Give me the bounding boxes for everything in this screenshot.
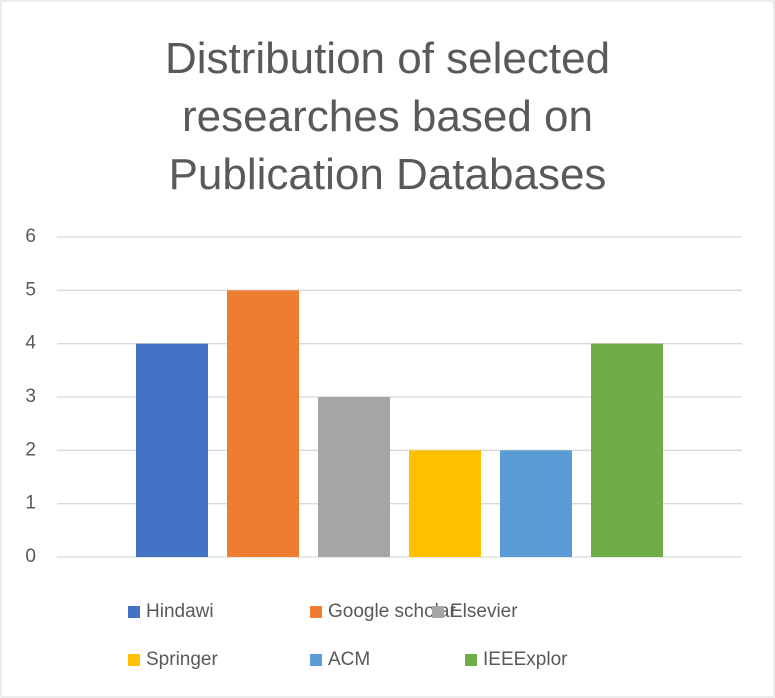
- y-tick-label: 6: [25, 226, 36, 247]
- y-tick-label: 0: [25, 546, 36, 567]
- legend-label: ACM: [328, 649, 370, 670]
- bar: [500, 450, 572, 557]
- legend-label: Elsevier: [450, 601, 518, 622]
- legend-label: Springer: [146, 649, 218, 670]
- y-tick-label: 1: [25, 493, 36, 514]
- legend-swatch: [310, 654, 322, 666]
- legend-label: IEEExplor: [483, 649, 568, 670]
- bar: [136, 343, 208, 557]
- legend-swatch: [310, 606, 322, 618]
- bar: [409, 450, 481, 557]
- y-tick-label: 5: [25, 279, 36, 300]
- legend-swatch: [432, 606, 444, 618]
- bar: [227, 290, 299, 557]
- bar: [318, 397, 390, 557]
- legend-swatch: [128, 606, 140, 618]
- bar: [591, 343, 663, 557]
- legend-swatch: [128, 654, 140, 666]
- legend-swatch: [465, 654, 477, 666]
- legend-label: Google scholar: [328, 601, 456, 622]
- y-tick-label: 3: [25, 386, 36, 407]
- y-tick-label: 4: [25, 333, 36, 354]
- y-tick-label: 2: [25, 439, 36, 460]
- chart-title: Distribution of selected researches base…: [164, 34, 611, 199]
- legend-label: Hindawi: [146, 601, 214, 622]
